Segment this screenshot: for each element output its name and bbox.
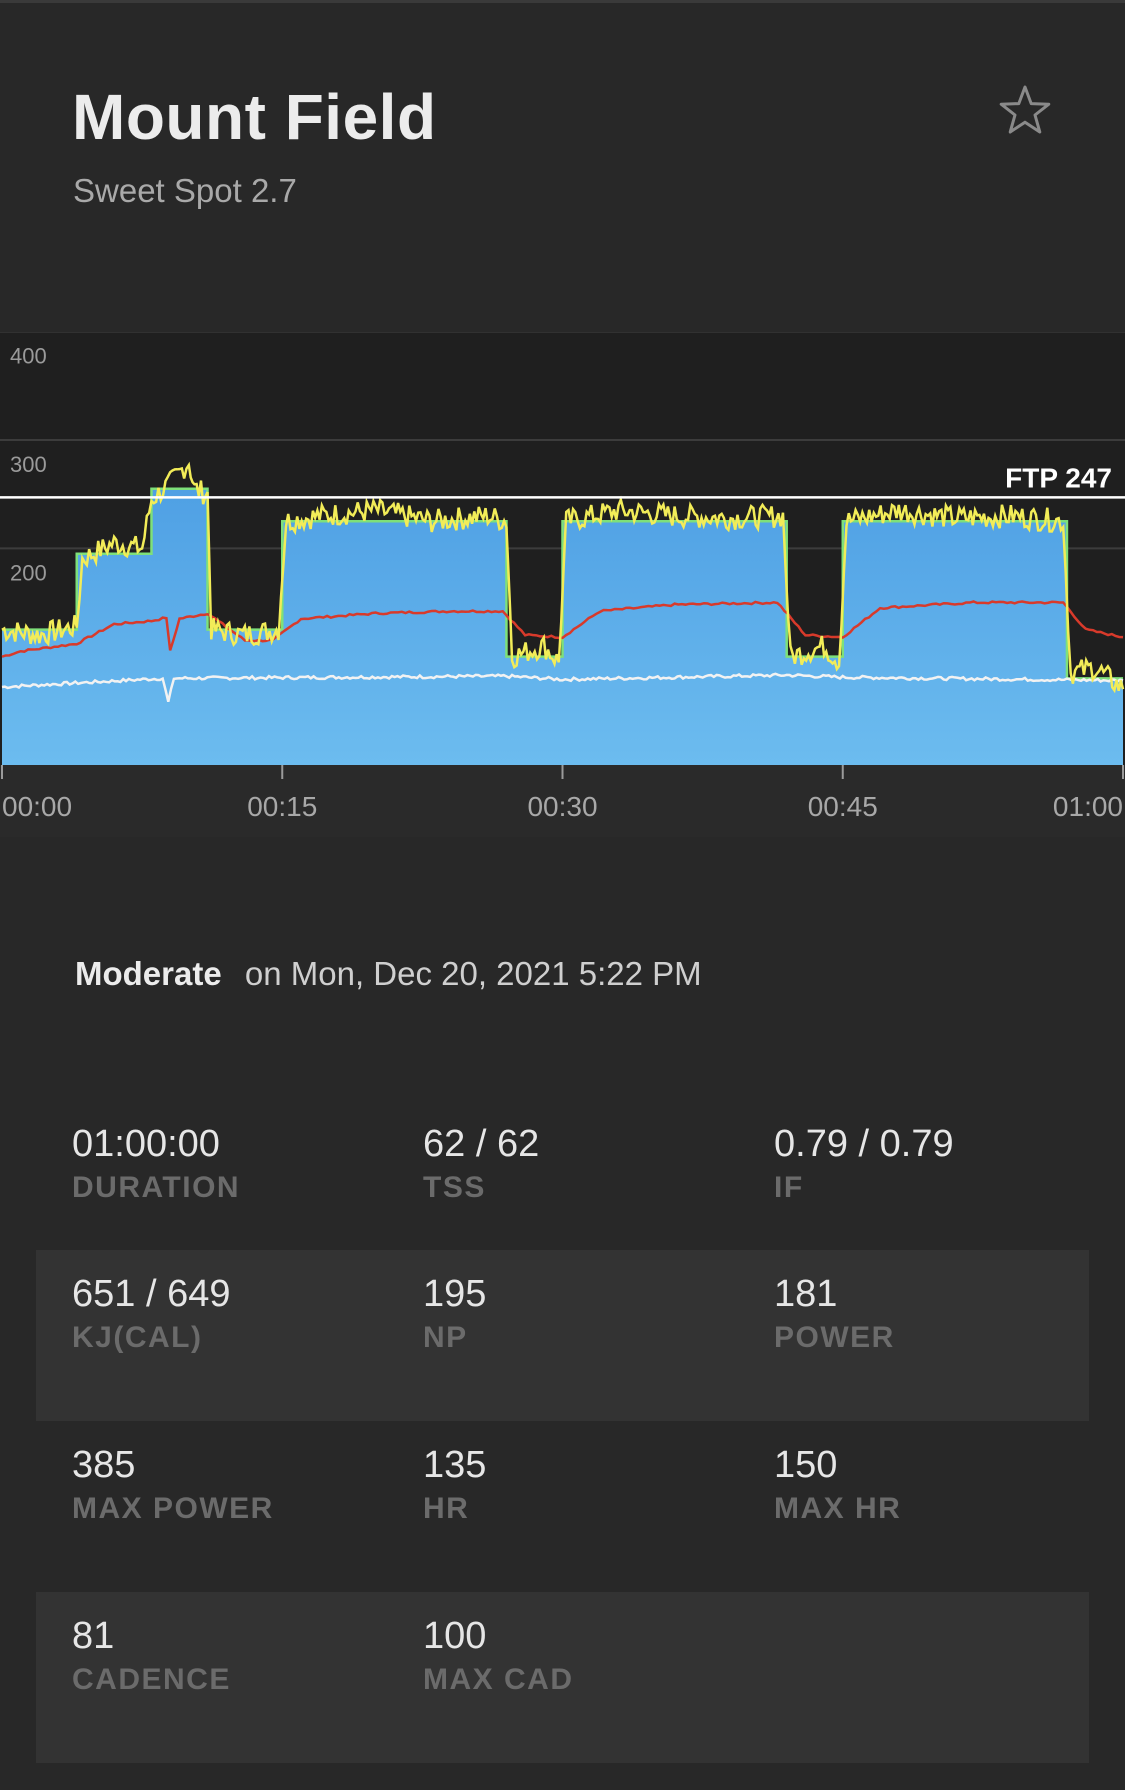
x-tick-label: 01:00 [1053, 791, 1123, 822]
stat-label: MAX CAD [423, 1663, 574, 1696]
y-tick-label: 400 [10, 344, 47, 369]
stat-value: 385 [72, 1444, 136, 1486]
stats-row-4: 81 CADENCE 100 MAX CAD [36, 1592, 1089, 1763]
stats-row-3: 385 MAX POWER 135 HR 150 MAX HR [36, 1421, 1089, 1592]
x-tick-label: 00:15 [247, 791, 317, 822]
workout-chart-svg: 400 300 200 FTP 247 00:00 00:15 00:30 00:45 01… [0, 332, 1125, 837]
stat-tss: 62 / 62 TSS [423, 1120, 753, 1208]
workout-date: on Mon, Dec 20, 2021 5:22 PM [244, 955, 702, 992]
cadence-line [1, 672, 1124, 702]
stat-value: 195 [423, 1273, 487, 1315]
stat-power: 181 POWER [774, 1270, 1104, 1358]
stat-value: 0.79 / 0.79 [774, 1123, 954, 1165]
power-line [1, 461, 1125, 694]
stat-value: 62 / 62 [423, 1123, 540, 1165]
stat-max-hr: 150 MAX HR [774, 1441, 1104, 1529]
workout-chart: 400 300 200 FTP 247 00:00 00:15 00:30 00:45 01… [0, 332, 1125, 837]
workout-header: Mount Field Sweet Spot 2.7 [0, 0, 1125, 320]
stat-value: 135 [423, 1444, 487, 1486]
stat-label: CADENCE [72, 1663, 231, 1696]
stat-hr: 135 HR [423, 1441, 753, 1529]
y-tick-label: 200 [10, 560, 47, 585]
stat-value: 100 [423, 1615, 487, 1657]
stat-label: DURATION [72, 1171, 241, 1204]
stat-label: IF [774, 1171, 804, 1204]
stat-max-power: 385 MAX POWER [72, 1441, 402, 1529]
stat-value: 651 / 649 [72, 1273, 231, 1315]
stat-max-cad: 100 MAX CAD [423, 1612, 753, 1700]
workout-info: Moderate on Mon, Dec 20, 2021 5:22 PM [75, 955, 702, 993]
stats-row-2: 651 / 649 KJ(CAL) 195 NP 181 POWER [36, 1250, 1089, 1421]
stat-value: 01:00:00 [72, 1123, 220, 1165]
x-tick-label: 00:00 [2, 791, 72, 822]
stat-label: KJ(CAL) [72, 1321, 203, 1354]
stat-kj: 651 / 649 KJ(CAL) [72, 1270, 402, 1358]
stat-label: NP [423, 1321, 468, 1354]
workout-subtitle: Sweet Spot 2.7 [73, 172, 297, 209]
y-tick-label: 300 [10, 452, 47, 477]
stat-np: 195 NP [423, 1270, 753, 1358]
stat-cadence: 81 CADENCE [72, 1612, 402, 1700]
star-icon[interactable] [995, 80, 1055, 140]
x-tick-label: 00:30 [527, 791, 597, 822]
top-divider [0, 0, 1125, 3]
target-power-outline [2, 487, 1123, 680]
ftp-label: FTP 247 [1005, 462, 1112, 493]
stat-value: 81 [72, 1615, 115, 1657]
workout-title: Mount Field [72, 81, 437, 153]
stat-label: HR [423, 1492, 470, 1525]
intensity-label: Moderate [75, 955, 222, 992]
x-tick-label: 00:45 [808, 791, 878, 822]
stat-label: TSS [423, 1171, 486, 1204]
stat-label: MAX HR [774, 1492, 902, 1525]
stat-value: 150 [774, 1444, 838, 1486]
stat-value: 181 [774, 1273, 838, 1315]
stat-label: MAX POWER [72, 1492, 274, 1525]
stat-duration: 01:00:00 DURATION [72, 1120, 402, 1208]
stat-label: POWER [774, 1321, 895, 1354]
stat-if: 0.79 / 0.79 IF [774, 1120, 1104, 1208]
stats-row-1: 01:00:00 DURATION 62 / 62 TSS 0.79 / 0.7… [36, 1100, 1089, 1271]
